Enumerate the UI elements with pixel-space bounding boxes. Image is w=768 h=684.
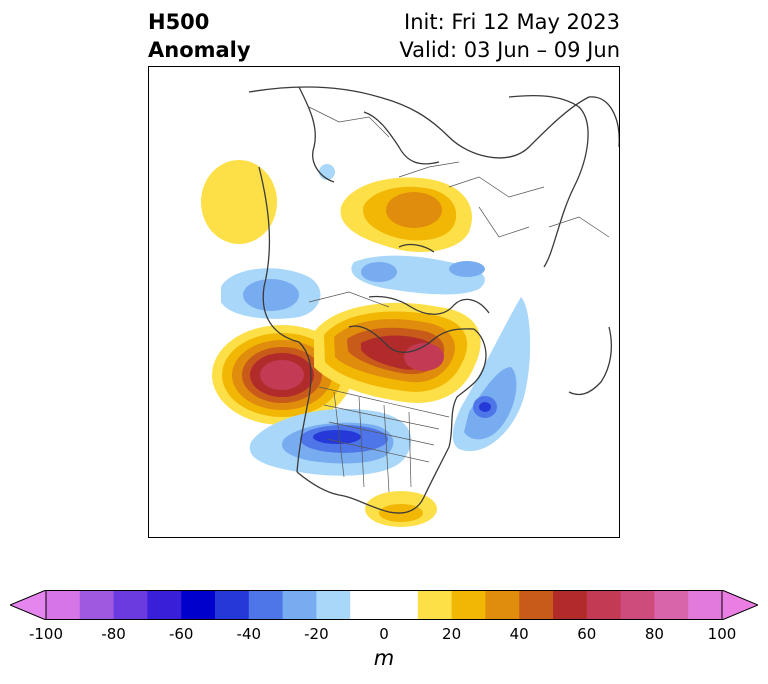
anomaly-map bbox=[201, 86, 619, 527]
colorbar-tick-label: -80 bbox=[101, 625, 126, 643]
colorbar-bin bbox=[113, 590, 148, 620]
colorbar-tick-label: 20 bbox=[442, 625, 462, 643]
coastlines bbox=[248, 86, 619, 514]
colorbar-ticks: -100 -80 -60 -40 -20 0 20 40 60 80 100 bbox=[0, 625, 768, 647]
colorbar-tick-label: -20 bbox=[304, 625, 329, 643]
anomaly-trough-arctic bbox=[319, 164, 485, 295]
colorbar-tick-label: 80 bbox=[644, 625, 664, 643]
colorbar-bin bbox=[417, 590, 453, 620]
map-panel bbox=[148, 66, 620, 538]
colorbar-bin bbox=[79, 590, 115, 620]
colorbar-bin bbox=[519, 590, 554, 620]
colorbar-bin bbox=[350, 590, 385, 620]
map-time-info: Init: Fri 12 May 2023 Valid: 03 Jun – 09… bbox=[399, 8, 620, 64]
valid-time: Valid: 03 Jun – 09 Jun bbox=[399, 38, 620, 62]
title-variable: H500 bbox=[148, 10, 210, 34]
colorbar-bin bbox=[654, 590, 689, 620]
title-subtitle: Anomaly bbox=[148, 38, 251, 62]
init-time: Init: Fri 12 May 2023 bbox=[404, 10, 620, 34]
colorbar-bin bbox=[46, 590, 81, 620]
colorbar-bin bbox=[316, 590, 351, 620]
colorbar-bin bbox=[181, 590, 216, 620]
colorbar-bin bbox=[688, 590, 723, 620]
colorbar-tick-label: -40 bbox=[236, 625, 262, 643]
colorbar-tick-label: 60 bbox=[577, 625, 597, 643]
colorbar-bin bbox=[451, 590, 486, 620]
colorbar-bin bbox=[282, 590, 317, 620]
colorbar-tick-label: -100 bbox=[28, 625, 64, 643]
anomaly-ridge-alaska-gulf bbox=[201, 160, 277, 244]
colorbar-unit: m bbox=[373, 646, 395, 670]
anomaly-trough-north-pacific bbox=[221, 268, 321, 319]
colorbar-tick-label: -60 bbox=[168, 625, 194, 643]
colorbar-tick-label: 0 bbox=[379, 625, 389, 643]
colorbar-tick-label: 40 bbox=[509, 625, 529, 643]
colorbar-outline bbox=[45, 590, 723, 620]
colorbar-bin bbox=[485, 590, 520, 620]
colorbar-extend-low bbox=[10, 590, 47, 620]
political-borders bbox=[308, 106, 610, 493]
anomaly-ridge-siberia bbox=[340, 177, 473, 252]
anomaly-ridge-gulf-of-mexico bbox=[365, 491, 437, 527]
anomaly-trough-central-us bbox=[249, 408, 412, 476]
anomaly-trough-north-atlantic bbox=[452, 297, 531, 452]
colorbar-extend-high bbox=[721, 590, 758, 620]
colorbar-bin bbox=[215, 590, 250, 620]
colorbar-bin bbox=[384, 590, 419, 620]
colorbar-tick-label: 100 bbox=[707, 625, 737, 643]
map-title: H500 Anomaly bbox=[148, 8, 251, 64]
colorbar-bin bbox=[620, 590, 655, 620]
colorbar-bin bbox=[147, 590, 182, 620]
colorbar-bin bbox=[248, 590, 284, 620]
colorbar-bin bbox=[553, 590, 588, 620]
colorbar bbox=[10, 590, 758, 620]
colorbar-bin bbox=[586, 590, 622, 620]
